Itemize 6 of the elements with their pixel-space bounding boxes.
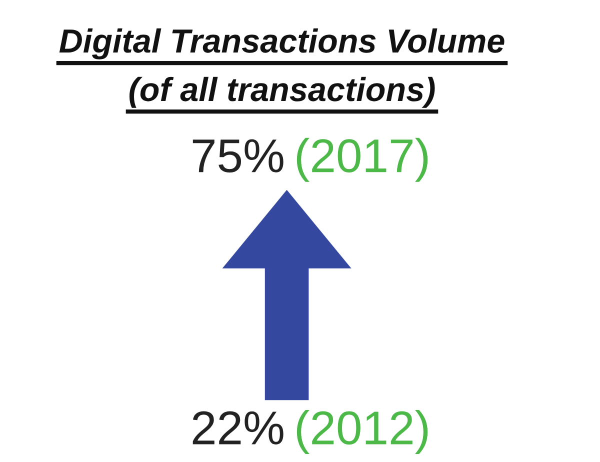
category-label: (2017) bbox=[296, 138, 428, 182]
data-label: 75% bbox=[192, 139, 284, 173]
text: (of all transactions) bbox=[129, 76, 435, 108]
category-label: (2012) bbox=[296, 410, 428, 454]
text: Digital Transactions Volume bbox=[59, 28, 504, 60]
data-label: 22% bbox=[192, 411, 284, 444]
